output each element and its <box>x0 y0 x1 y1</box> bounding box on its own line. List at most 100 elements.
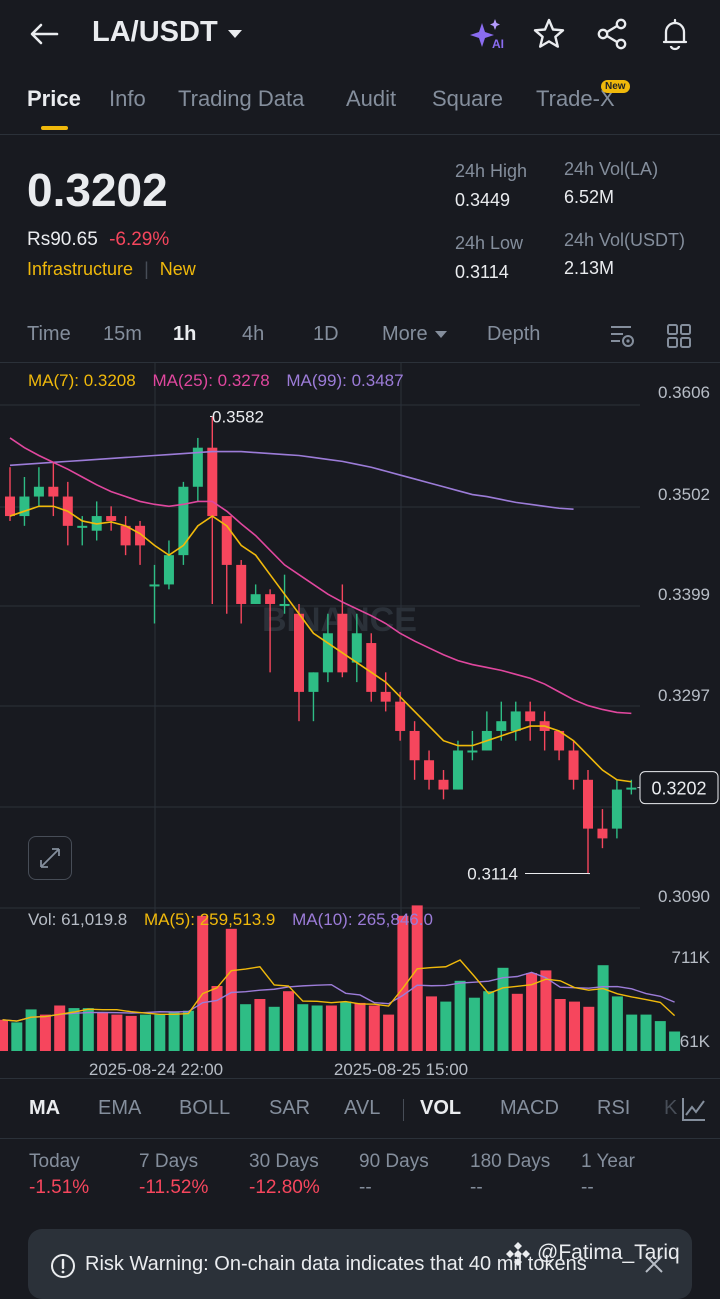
perf-7d-value: -11.52% <box>139 1177 209 1198</box>
high-label: 24h High <box>455 161 528 181</box>
volume-bar <box>354 1002 366 1051</box>
tab-audit[interactable]: Audit <box>346 86 397 111</box>
ma99-line <box>9 450 574 511</box>
candle-up <box>322 633 333 673</box>
indicator-boll[interactable]: BOLL <box>179 1097 231 1119</box>
candle-up <box>279 603 290 606</box>
indicator-avl[interactable]: AVL <box>344 1097 381 1119</box>
tf-1d[interactable]: 1D <box>313 323 339 345</box>
ma7-line <box>9 505 632 783</box>
risk-warning-text: Risk Warning: On-chain data indicates th… <box>85 1253 587 1275</box>
volume-bar <box>268 1006 280 1051</box>
vol-la-label: 24h Vol(LA) <box>564 159 659 179</box>
volume-bar <box>82 1008 94 1051</box>
new-tag[interactable]: New <box>159 259 196 279</box>
candle-down <box>568 750 579 780</box>
indicator-ma[interactable]: MA <box>29 1097 61 1119</box>
volume-bar <box>254 999 266 1051</box>
tf-time[interactable]: Time <box>27 323 71 345</box>
volume-bar <box>225 928 237 1051</box>
ma25-legend: MA(25): 0.3278 <box>152 371 270 390</box>
tab-trading-data[interactable]: Trading Data <box>178 86 305 111</box>
volume-bar <box>25 1009 37 1051</box>
perf-90d-value: -- <box>359 1177 372 1198</box>
volume-bar <box>182 1010 194 1051</box>
expand-chart-button[interactable] <box>28 836 72 880</box>
candle-down <box>135 525 146 546</box>
perf-30d-label: 30 Days <box>249 1151 319 1172</box>
star-icon[interactable] <box>529 14 569 54</box>
candle-up <box>178 486 189 556</box>
volume-bar <box>597 965 609 1051</box>
indicator-ema[interactable]: EMA <box>98 1097 142 1119</box>
candle-up <box>163 555 174 585</box>
y-tick-label: 0.3502 <box>658 485 710 504</box>
volume-bar <box>540 970 552 1051</box>
tab-info[interactable]: Info <box>109 86 146 111</box>
volume-legend: Vol: 61,019.8 MA(5): 259,513.9 MA(10): 2… <box>28 910 433 930</box>
volume-bar <box>640 1014 652 1051</box>
pair-title: LA/USDT <box>92 16 218 48</box>
candle-up <box>626 787 637 790</box>
volume-bar <box>283 991 294 1051</box>
volume-bar <box>68 1008 80 1051</box>
volume-bar <box>669 1031 681 1051</box>
indicator-settings-icon[interactable] <box>680 1095 708 1128</box>
new-badge: New <box>601 80 630 93</box>
low-value: 0.3114 <box>455 262 509 282</box>
last-price-tag: 0.3202 <box>651 779 706 799</box>
layout-grid-icon[interactable] <box>665 322 693 355</box>
tab-square[interactable]: Square <box>432 86 503 111</box>
volume-bar <box>611 996 623 1051</box>
close-icon[interactable] <box>641 1251 667 1282</box>
bell-icon[interactable] <box>655 14 695 54</box>
back-arrow-icon[interactable] <box>24 14 64 54</box>
candle-down <box>120 525 131 546</box>
perf-90d-label: 90 Days <box>359 1151 429 1172</box>
tf-more[interactable]: More <box>382 323 447 346</box>
indicator-rsi[interactable]: RSI <box>597 1097 631 1119</box>
perf-180d-value: -- <box>470 1177 483 1198</box>
tf-15m[interactable]: 15m <box>103 323 142 345</box>
info-circle-icon <box>50 1253 76 1284</box>
volume-bar <box>426 996 437 1051</box>
candle-up <box>250 594 261 604</box>
category-tag[interactable]: Infrastructure <box>27 259 134 279</box>
tf-4h[interactable]: 4h <box>242 323 265 345</box>
volume-bar <box>483 991 495 1051</box>
perf-30d-value: -12.80% <box>249 1177 320 1198</box>
share-icon[interactable] <box>592 14 632 54</box>
candle-down <box>424 760 435 780</box>
volume-bar <box>125 1015 137 1051</box>
indicator-k[interactable]: K <box>664 1097 678 1119</box>
candle-up <box>33 486 44 497</box>
tf-depth[interactable]: Depth <box>487 323 541 345</box>
ai-sparkle-icon[interactable]: AI <box>468 14 508 54</box>
last-price: 0.3202 <box>27 164 168 216</box>
x-tick-label: 2025-08-25 15:00 <box>334 1060 468 1078</box>
indicator-sar[interactable]: SAR <box>269 1097 311 1119</box>
tag-separator: | <box>144 259 149 279</box>
candle-down <box>554 730 565 751</box>
header-bar: LA/USDT AI <box>0 0 720 70</box>
candle-up <box>308 672 319 692</box>
vol-la-value: 6.52M <box>564 187 615 207</box>
low-label: 24h Low <box>455 233 524 253</box>
indicator-macd[interactable]: MACD <box>500 1097 559 1119</box>
indicator-vol[interactable]: VOL <box>420 1097 462 1119</box>
tab-price[interactable]: Price <box>27 86 81 111</box>
chart-settings-icon[interactable] <box>608 322 636 355</box>
candle-up <box>510 711 521 731</box>
tf-1h[interactable]: 1h <box>173 323 197 345</box>
fiat-price: Rs90.65 <box>27 229 98 250</box>
tag-line: Infrastructure | New <box>27 259 196 280</box>
volume-bar <box>140 1014 151 1051</box>
volume-bar <box>569 1001 580 1051</box>
chart-area[interactable]: BINANCE0.36060.35020.33990.32970.30900.3… <box>0 362 720 1079</box>
candle-down <box>409 730 420 761</box>
indicator-divider <box>403 1099 404 1121</box>
volume-bar <box>497 967 509 1051</box>
x-tick-label: 2025-08-24 22:00 <box>89 1060 223 1078</box>
candle-up <box>192 447 203 487</box>
pair-selector[interactable]: LA/USDT <box>92 16 242 49</box>
